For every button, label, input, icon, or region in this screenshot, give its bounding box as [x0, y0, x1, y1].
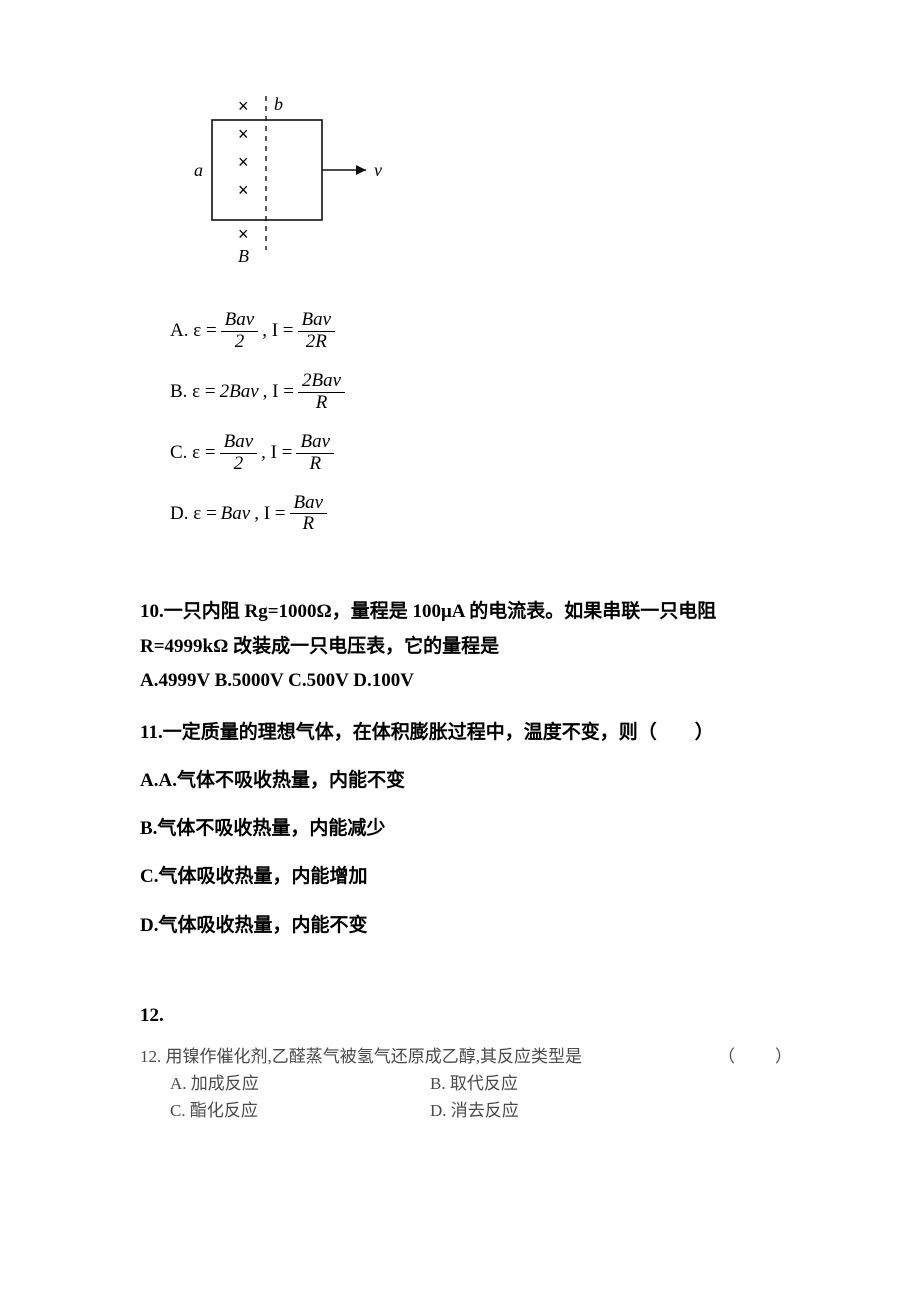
q11-stem: 11.一定质量的理想气体，在体积膨胀过程中，温度不变，则（ ）	[140, 716, 800, 750]
q12-stem-row: 12. 用镍作催化剂,乙醛蒸气被氢气还原成乙醇,其反应类型是 （ ）	[140, 1043, 800, 1070]
option-B: B. ε = 2Bav , I = 2Bav R	[170, 371, 800, 414]
expr-D1: Bav	[221, 497, 251, 531]
q11-D: D.气体吸收热量，内能不变	[140, 909, 800, 943]
option-D: D. ε = Bav , I = Bav R	[170, 493, 800, 536]
physics-diagram: × × × × × a b v B	[170, 90, 800, 282]
q12-heading: 12.	[140, 999, 800, 1033]
q10-options: A.4999V B.5000V C.500V D.100V	[140, 664, 800, 698]
q12-stem-body: 用镍作催化剂,乙醛蒸气被氢气还原成乙醇,其反应类型是	[166, 1047, 583, 1066]
exam-page: × × × × × a b v B A. ε = Bav 2 , I = Bav	[0, 0, 920, 1302]
x-mark: ×	[238, 124, 249, 144]
opt-B-prefix: B. ε =	[170, 375, 216, 409]
q12-stem-label: 12.	[140, 1047, 161, 1066]
frac-A1: Bav 2	[221, 310, 259, 353]
frac-A2: Bav 2R	[298, 310, 336, 353]
label-a: a	[194, 160, 203, 180]
question-10: 10.一只内阻 Rg=1000Ω，量程是 100μA 的电流表。如果串联一只电阻…	[140, 595, 800, 698]
expr-B1: 2Bav	[220, 375, 259, 409]
label-B: B	[238, 246, 249, 266]
opt-C-prefix: C. ε =	[170, 436, 216, 470]
frac-C1: Bav 2	[220, 432, 258, 475]
q12-row-AB: A. 加成反应 B. 取代反应	[140, 1070, 800, 1097]
q11-B: B.气体不吸收热量，内能减少	[140, 812, 800, 846]
label-b: b	[274, 94, 283, 114]
opt-C-mid: , I =	[261, 436, 292, 470]
q12-opt-C: C. 酯化反应	[170, 1097, 430, 1124]
x-mark: ×	[238, 224, 249, 244]
loop-rect	[212, 120, 322, 220]
q12-stem-text: 12. 用镍作催化剂,乙醛蒸气被氢气还原成乙醇,其反应类型是	[140, 1043, 582, 1070]
option-C: C. ε = Bav 2 , I = Bav R	[170, 432, 800, 475]
label-v: v	[374, 160, 382, 180]
question-11: 11.一定质量的理想气体，在体积膨胀过程中，温度不变，则（ ） A.A.气体不吸…	[140, 716, 800, 943]
q12-row-CD: C. 酯化反应 D. 消去反应	[140, 1097, 800, 1124]
frac-D2: Bav R	[290, 493, 328, 536]
opt-D-prefix: D. ε =	[170, 497, 217, 531]
q11-C: C.气体吸收热量，内能增加	[140, 860, 800, 894]
question-12: 12. 12. 用镍作催化剂,乙醛蒸气被氢气还原成乙醇,其反应类型是 （ ） A…	[140, 999, 800, 1125]
circuit-field-svg: × × × × × a b v B	[170, 90, 410, 270]
x-mark: ×	[238, 180, 249, 200]
x-mark: ×	[238, 96, 249, 116]
q12-opt-B: B. 取代反应	[430, 1070, 800, 1097]
q12-paren: （ ）	[718, 1043, 800, 1070]
q11-A: A.A.气体不吸收热量，内能不变	[140, 764, 800, 798]
q12-scanned-block: 12. 用镍作催化剂,乙醛蒸气被氢气还原成乙醇,其反应类型是 （ ） A. 加成…	[140, 1043, 800, 1125]
frac-C2: Bav R	[296, 432, 334, 475]
q12-opt-D: D. 消去反应	[430, 1097, 800, 1124]
v-arrow-head	[356, 165, 366, 175]
x-mark: ×	[238, 152, 249, 172]
opt-A-prefix: A. ε =	[170, 314, 217, 348]
opt-D-mid: , I =	[254, 497, 285, 531]
q10-line2: R=4999kΩ 改装成一只电压表，它的量程是	[140, 630, 800, 664]
q10-line1: 10.一只内阻 Rg=1000Ω，量程是 100μA 的电流表。如果串联一只电阻	[140, 595, 800, 629]
opt-B-mid: , I =	[263, 375, 294, 409]
q9-options: A. ε = Bav 2 , I = Bav 2R B. ε = 2Bav , …	[170, 310, 800, 535]
option-A: A. ε = Bav 2 , I = Bav 2R	[170, 310, 800, 353]
opt-A-mid: , I =	[262, 314, 293, 348]
frac-B2: 2Bav R	[298, 371, 345, 414]
q12-opt-A: A. 加成反应	[170, 1070, 430, 1097]
